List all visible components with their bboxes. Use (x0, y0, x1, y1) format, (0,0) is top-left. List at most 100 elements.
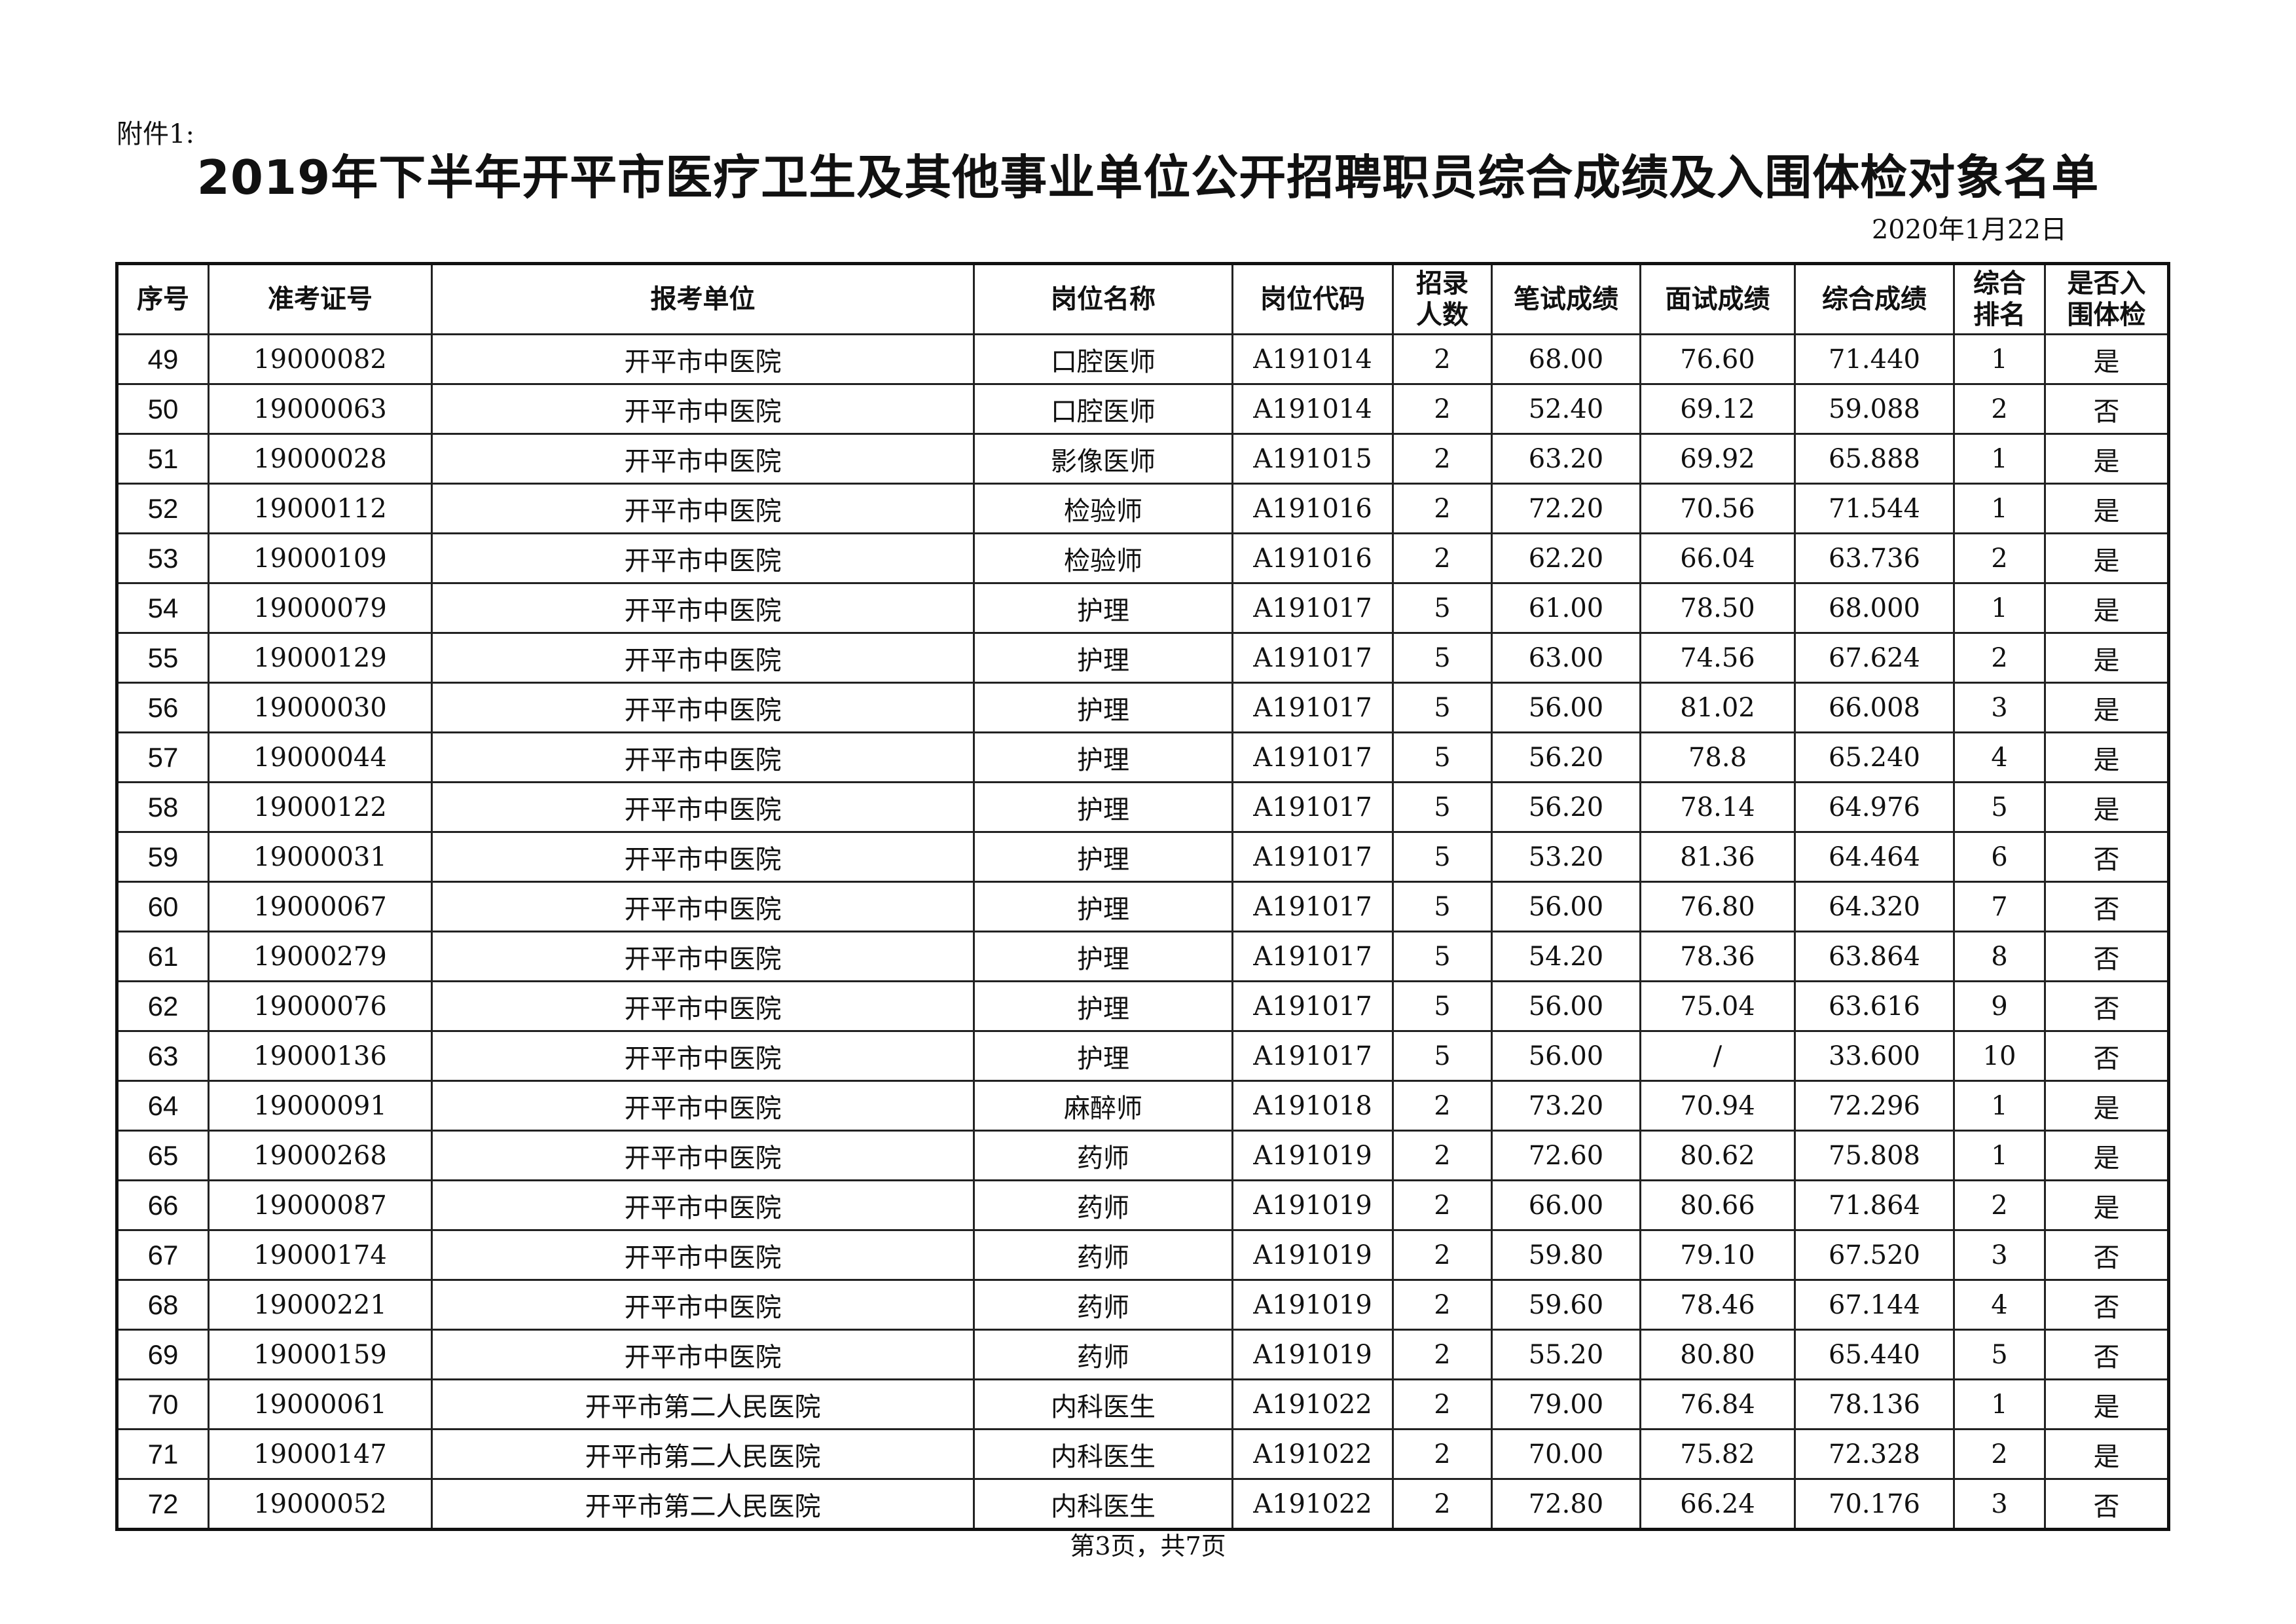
cell-quota: 5 (1392, 881, 1493, 932)
cell-medical-check: 是 (2044, 1428, 2170, 1480)
cell-seq: 68 (116, 1279, 210, 1331)
cell-seq: 69 (116, 1329, 210, 1380)
cell-medical-check: 否 (2044, 1279, 2170, 1331)
cell-quota: 5 (1392, 781, 1493, 833)
cell-position-code: A191017 (1231, 831, 1394, 883)
header-exam-id: 准考证号 (208, 263, 433, 335)
cell-unit: 开平市中医院 (431, 682, 975, 733)
cell-seq: 61 (116, 931, 210, 982)
table-row: 53 19000109 开平市中医院 检验师 A191016 2 62.20 66.04 63.… (116, 532, 2170, 584)
cell-quota: 2 (1392, 1428, 1493, 1480)
cell-quota: 5 (1392, 682, 1493, 733)
table-row: 66 19000087 开平市中医院 药师 A191019 2 66.00 80.66 71.8… (116, 1179, 2170, 1231)
table-row: 54 19000079 开平市中医院 护理 A191017 5 61.00 78.50 68.0… (116, 582, 2170, 634)
cell-rank: 4 (1953, 1279, 2046, 1331)
header-total-score: 综合成绩 (1794, 263, 1955, 335)
cell-written-score: 59.60 (1491, 1279, 1641, 1331)
cell-medical-check: 否 (2044, 1229, 2170, 1281)
cell-rank: 7 (1953, 881, 2046, 932)
cell-medical-check: 是 (2044, 1378, 2170, 1430)
cell-total-score: 67.144 (1794, 1279, 1955, 1331)
cell-interview-score: 75.04 (1639, 980, 1796, 1032)
cell-rank: 5 (1953, 781, 2046, 833)
cell-written-score: 63.20 (1491, 433, 1641, 485)
cell-rank: 9 (1953, 980, 2046, 1032)
cell-written-score: 53.20 (1491, 831, 1641, 883)
cell-seq: 56 (116, 682, 210, 733)
cell-medical-check: 否 (2044, 1329, 2170, 1380)
cell-total-score: 71.440 (1794, 333, 1955, 385)
cell-interview-score: 76.84 (1639, 1378, 1796, 1430)
cell-written-score: 56.00 (1491, 881, 1641, 932)
cell-total-score: 65.888 (1794, 433, 1955, 485)
cell-rank: 5 (1953, 1329, 2046, 1380)
cell-exam-id: 19000147 (208, 1428, 433, 1480)
cell-seq: 66 (116, 1179, 210, 1231)
cell-exam-id: 19000279 (208, 931, 433, 982)
cell-unit: 开平市中医院 (431, 1030, 975, 1082)
cell-interview-score: 81.02 (1639, 682, 1796, 733)
cell-position-code: A191017 (1231, 931, 1394, 982)
cell-unit: 开平市中医院 (431, 333, 975, 385)
cell-total-score: 65.240 (1794, 731, 1955, 783)
cell-total-score: 78.136 (1794, 1378, 1955, 1430)
cell-written-score: 56.00 (1491, 1030, 1641, 1082)
header-position-code: 岗位代码 (1231, 263, 1394, 335)
cell-interview-score: 78.8 (1639, 731, 1796, 783)
cell-total-score: 66.008 (1794, 682, 1955, 733)
cell-seq: 57 (116, 731, 210, 783)
table-row: 51 19000028 开平市中医院 影像医师 A191015 2 63.20 69.92 65… (116, 433, 2170, 485)
cell-exam-id: 19000052 (208, 1478, 433, 1530)
cell-position-code: A191019 (1231, 1130, 1394, 1181)
cell-exam-id: 19000082 (208, 333, 433, 385)
cell-interview-score: 74.56 (1639, 632, 1796, 684)
cell-quota: 2 (1392, 532, 1493, 584)
table-row: 56 19000030 开平市中医院 护理 A191017 5 56.00 81.02 66.0… (116, 682, 2170, 733)
cell-exam-id: 19000076 (208, 980, 433, 1032)
cell-rank: 1 (1953, 483, 2046, 534)
cell-interview-score: 79.10 (1639, 1229, 1796, 1281)
cell-total-score: 72.328 (1794, 1428, 1955, 1480)
cell-exam-id: 19000063 (208, 383, 433, 435)
cell-medical-check: 否 (2044, 881, 2170, 932)
cell-unit: 开平市中医院 (431, 1279, 975, 1331)
cell-seq: 67 (116, 1229, 210, 1281)
cell-exam-id: 19000028 (208, 433, 433, 485)
cell-exam-id: 19000174 (208, 1229, 433, 1281)
table-row: 63 19000136 开平市中医院 护理 A191017 5 56.00/33.600 10… (116, 1030, 2170, 1082)
cell-unit: 开平市中医院 (431, 1229, 975, 1281)
cell-quota: 5 (1392, 831, 1493, 883)
cell-written-score: 55.20 (1491, 1329, 1641, 1380)
cell-quota: 2 (1392, 1179, 1493, 1231)
cell-exam-id: 19000112 (208, 483, 433, 534)
cell-quota: 2 (1392, 1378, 1493, 1430)
cell-position-code: A191014 (1231, 383, 1394, 435)
cell-position-name: 护理 (973, 931, 1233, 982)
header-quota: 招录人数 (1392, 263, 1493, 335)
cell-unit: 开平市中医院 (431, 532, 975, 584)
cell-interview-score: 81.36 (1639, 831, 1796, 883)
cell-rank: 2 (1953, 383, 2046, 435)
table-row: 50 19000063 开平市中医院 口腔医师 A191014 2 52.40 69.12 59… (116, 383, 2170, 435)
cell-unit: 开平市第二人民医院 (431, 1428, 975, 1480)
cell-interview-score: 75.82 (1639, 1428, 1796, 1480)
cell-exam-id: 19000031 (208, 831, 433, 883)
cell-position-code: A191019 (1231, 1179, 1394, 1231)
cell-exam-id: 19000109 (208, 532, 433, 584)
cell-total-score: 64.464 (1794, 831, 1955, 883)
cell-rank: 1 (1953, 1130, 2046, 1181)
cell-position-name: 药师 (973, 1179, 1233, 1231)
cell-position-code: A191017 (1231, 781, 1394, 833)
cell-position-name: 影像医师 (973, 433, 1233, 485)
cell-position-name: 护理 (973, 831, 1233, 883)
cell-total-score: 63.616 (1794, 980, 1955, 1032)
cell-written-score: 66.00 (1491, 1179, 1641, 1231)
cell-exam-id: 19000129 (208, 632, 433, 684)
header-medical-check: 是否入围体检 (2044, 263, 2170, 335)
cell-seq: 55 (116, 632, 210, 684)
cell-quota: 5 (1392, 980, 1493, 1032)
cell-seq: 65 (116, 1130, 210, 1181)
cell-unit: 开平市中医院 (431, 980, 975, 1032)
cell-quota: 2 (1392, 483, 1493, 534)
cell-total-score: 65.440 (1794, 1329, 1955, 1380)
